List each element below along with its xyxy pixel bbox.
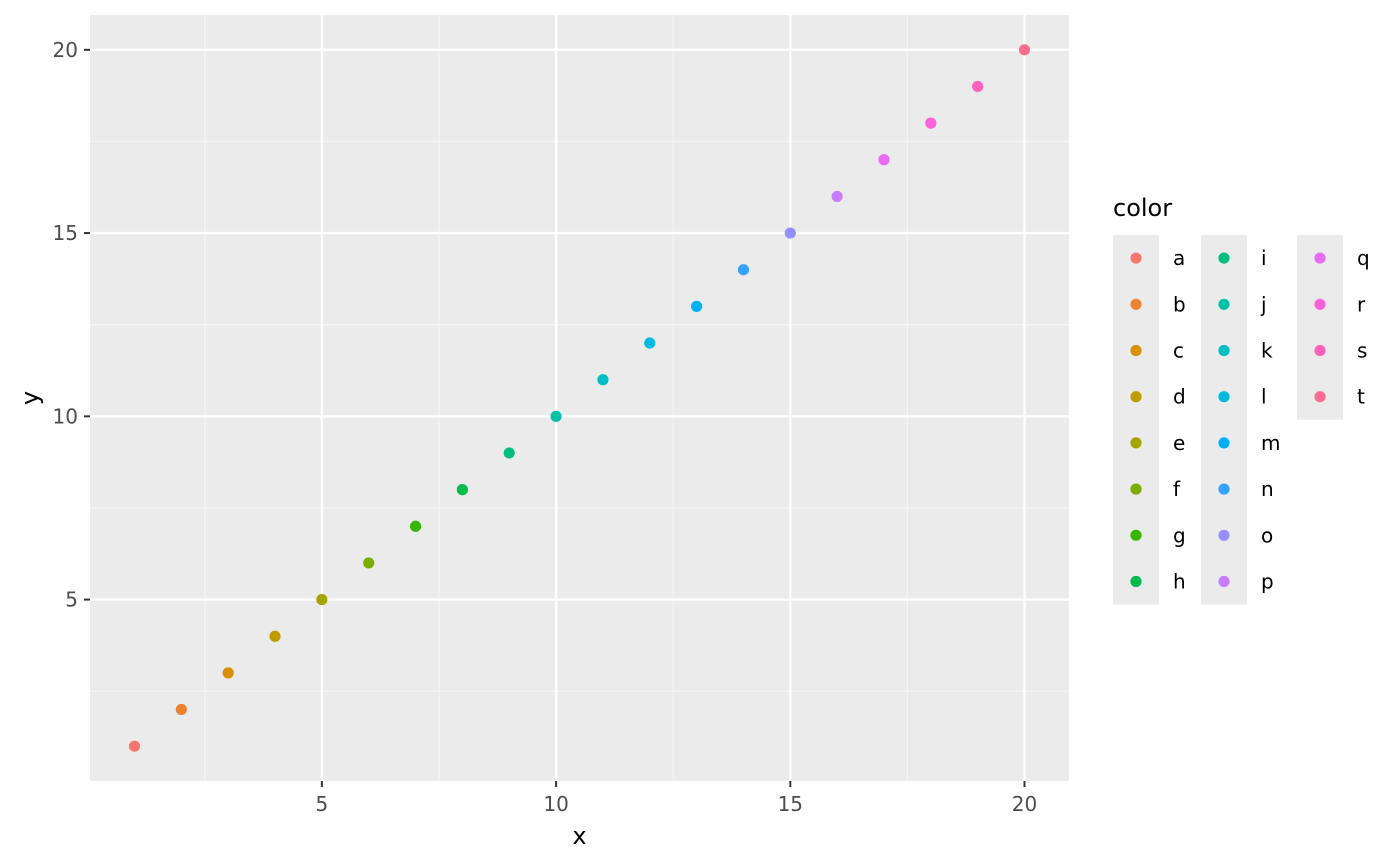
legend-label: j bbox=[1260, 292, 1267, 316]
legend-key bbox=[1314, 298, 1326, 310]
legend-key-column bbox=[1297, 235, 1343, 420]
x-tick-label: 20 bbox=[1012, 792, 1037, 816]
legend-key bbox=[1218, 298, 1230, 310]
data-point bbox=[175, 703, 187, 716]
legend-label: h bbox=[1173, 570, 1186, 594]
legend-key bbox=[1218, 391, 1230, 403]
data-point bbox=[222, 667, 234, 679]
legend-label: t bbox=[1357, 385, 1365, 409]
data-point bbox=[831, 190, 843, 203]
data-point bbox=[784, 227, 796, 239]
legend-key bbox=[1130, 391, 1142, 403]
data-point bbox=[456, 484, 468, 496]
legend-label: e bbox=[1173, 431, 1185, 455]
data-point bbox=[644, 337, 656, 349]
legend-title: color bbox=[1113, 194, 1172, 222]
legend-key bbox=[1218, 437, 1230, 449]
data-point bbox=[1018, 44, 1031, 56]
grid-minor bbox=[90, 15, 1069, 781]
legend-label: g bbox=[1173, 523, 1186, 547]
legend-key-column bbox=[1201, 235, 1247, 605]
data-point bbox=[737, 264, 750, 276]
legend-key-column bbox=[1113, 235, 1159, 605]
y-axis-title: y bbox=[16, 391, 44, 405]
legend-label: r bbox=[1357, 292, 1366, 316]
y-tick-label: 15 bbox=[53, 221, 78, 245]
y-tick-label: 5 bbox=[65, 588, 78, 612]
data-point bbox=[363, 557, 375, 569]
data-point bbox=[878, 154, 890, 166]
legend-label: m bbox=[1261, 431, 1280, 455]
legend-key bbox=[1130, 252, 1142, 264]
data-point bbox=[550, 410, 562, 422]
legend-key bbox=[1314, 344, 1326, 357]
legend-key bbox=[1218, 252, 1230, 264]
legend-label: f bbox=[1173, 477, 1181, 501]
legend-label: l bbox=[1261, 385, 1267, 409]
x-tick-label: 15 bbox=[778, 792, 803, 816]
data-point bbox=[269, 630, 281, 642]
legend-key bbox=[1218, 529, 1230, 541]
plot-panel bbox=[90, 15, 1069, 781]
legend-key bbox=[1130, 483, 1142, 495]
legend-key bbox=[1130, 575, 1142, 588]
y-tick-label: 10 bbox=[53, 404, 78, 428]
grid-major bbox=[90, 15, 1069, 781]
legend-label: p bbox=[1261, 570, 1274, 594]
data-point bbox=[409, 520, 422, 532]
x-tick-label: 10 bbox=[543, 792, 568, 816]
legend-key bbox=[1218, 575, 1230, 588]
points bbox=[128, 44, 1031, 752]
x-axis: 5 10 15 20 bbox=[316, 781, 1037, 816]
legend-label: b bbox=[1173, 292, 1186, 316]
legend-label: o bbox=[1261, 523, 1273, 547]
legend-key bbox=[1130, 298, 1142, 310]
data-point bbox=[925, 117, 937, 129]
x-axis-title: x bbox=[572, 822, 586, 850]
data-point bbox=[972, 80, 984, 93]
legend-key bbox=[1314, 252, 1326, 264]
legend-key bbox=[1130, 529, 1142, 541]
legend-key bbox=[1314, 391, 1326, 403]
legend-label: d bbox=[1173, 385, 1186, 409]
x-tick-label: 5 bbox=[316, 792, 329, 816]
y-axis: 5 10 15 20 bbox=[53, 38, 90, 612]
legend-key bbox=[1130, 344, 1142, 357]
legend-key bbox=[1218, 483, 1230, 495]
legend-label: c bbox=[1173, 339, 1184, 363]
legend-label: q bbox=[1357, 246, 1370, 270]
data-point bbox=[128, 740, 141, 752]
legend-label: s bbox=[1357, 339, 1367, 363]
data-point bbox=[691, 300, 703, 312]
data-point bbox=[316, 593, 328, 606]
legend-key bbox=[1130, 437, 1142, 449]
y-tick-label: 20 bbox=[53, 38, 78, 62]
legend-label: n bbox=[1261, 477, 1274, 501]
legend-label: a bbox=[1173, 246, 1185, 270]
data-point bbox=[503, 447, 515, 459]
legend-label: i bbox=[1261, 246, 1267, 270]
data-point bbox=[597, 374, 609, 386]
legend-key bbox=[1218, 344, 1230, 357]
legend-label: k bbox=[1261, 339, 1273, 363]
